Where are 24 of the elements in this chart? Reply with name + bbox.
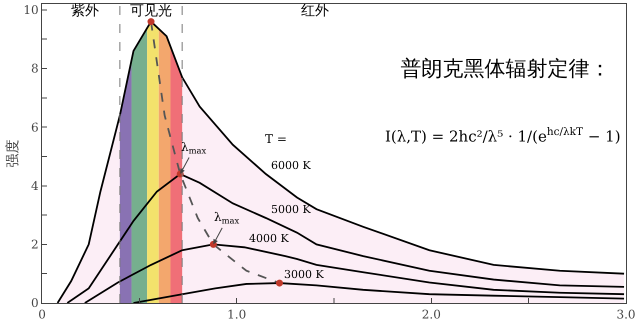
annotation: 紫外	[71, 3, 99, 19]
y-axis-title: 强度	[4, 140, 21, 168]
annotation: 可见光	[130, 3, 172, 19]
y-tick-label: 10	[23, 3, 39, 18]
y-tick-label: 6	[30, 120, 39, 134]
annotation: λ$_{max}$	[214, 210, 240, 226]
annotation: I(λ,T) = 2hc²/λ⁵ · 1/(e$^{hc/λkT}$ − 1)	[385, 126, 621, 146]
annotation: 红外	[301, 3, 329, 19]
y-tick-label: 8	[30, 62, 39, 76]
x-tick-label: 2.0	[422, 307, 441, 322]
annotation: λ$_{max}$	[181, 140, 207, 156]
series-label: 6000 K	[271, 159, 312, 172]
series-label: 5000 K	[271, 203, 312, 216]
point	[148, 18, 155, 26]
annotation: T =	[265, 132, 287, 146]
y-tick-label: 0	[30, 296, 39, 310]
y-tick-label: 2	[30, 238, 39, 252]
series-label: 4000 K	[249, 232, 290, 245]
series-label: 3000 K	[284, 268, 324, 281]
text: 普朗克黑体辐射定律：	[400, 56, 611, 81]
point	[276, 280, 283, 287]
x-tick-label: 3.0	[616, 307, 636, 322]
x-tick-label: 1.0	[227, 307, 246, 322]
y-tick-label: 4	[30, 178, 39, 193]
